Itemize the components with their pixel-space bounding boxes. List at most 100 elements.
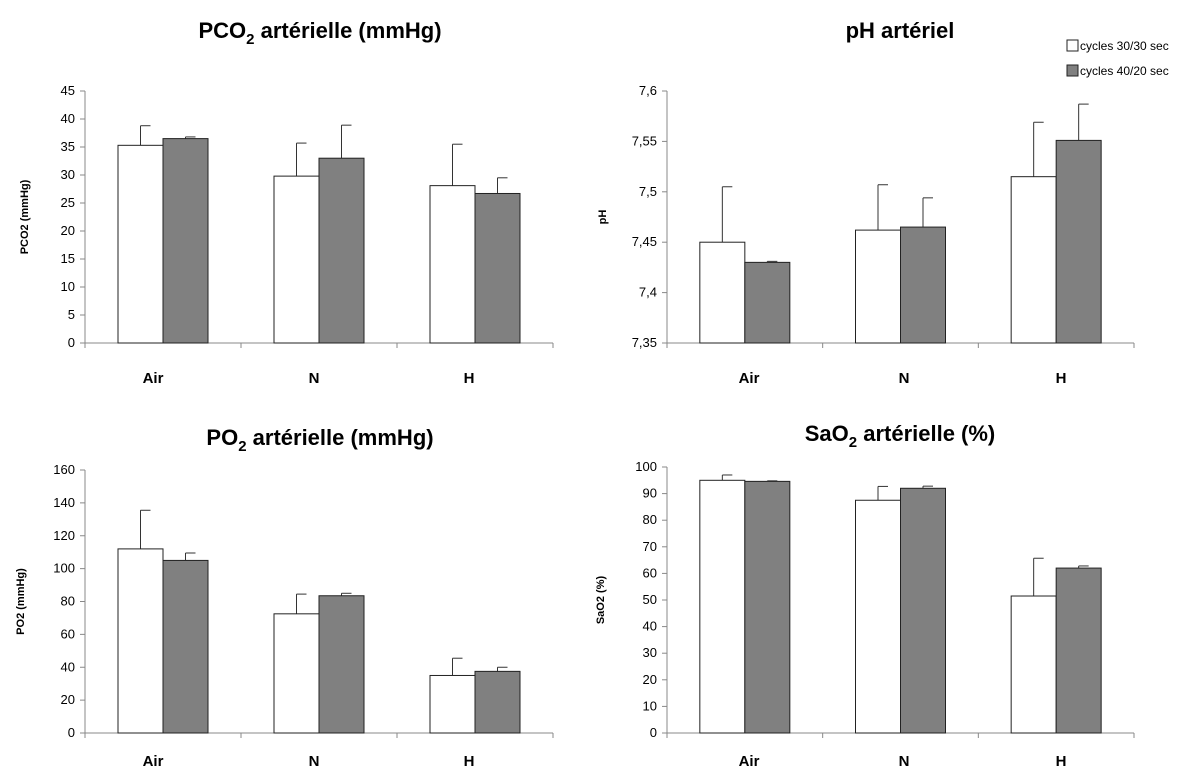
y-tick-label: 60 [61, 626, 75, 641]
chart-panel-2: pH artériel pH 7,35 7,4 7,45 7,5 7,55 7,6 Air N H [597, 18, 1135, 387]
y-tick-label: 0 [68, 335, 75, 350]
chart-panel-4: SaO2 artérielle (%) SaO2 (%) 0 10 20 30 40 50 60… [595, 421, 1135, 770]
y-tick-label: 7,5 [639, 184, 657, 199]
y-tick-label: 0 [68, 725, 75, 740]
y-axis-label: PCO2 (mmHg) [19, 179, 31, 254]
legend-swatch-cycles-30-30 [1066, 39, 1079, 52]
x-category-label: Air [143, 753, 164, 770]
y-tick-label: 20 [61, 223, 75, 238]
bar-cycles-40-20-h [1055, 139, 1102, 344]
x-category-label: H [464, 370, 475, 387]
legend-label-cycles-30-30: cycles 30/30 sec [1080, 39, 1169, 53]
y-tick-label: 30 [61, 167, 75, 182]
bar-cycles-30-30-air [117, 144, 164, 344]
y-tick-label: 40 [61, 111, 75, 126]
chart-title: SaO2 artérielle (%) [805, 421, 996, 451]
y-tick-label: 30 [643, 645, 657, 660]
y-tick-label: 140 [53, 495, 75, 510]
y-tick-label: 90 [643, 486, 657, 501]
bar-cycles-30-30-air [117, 548, 164, 734]
x-category-label: N [309, 753, 320, 770]
x-category-label: H [1056, 753, 1067, 770]
chart-title-rest: artérielle (%) [857, 421, 995, 446]
bar-cycles-30-30-air [699, 241, 746, 344]
chart-title-subscript: 2 [238, 438, 246, 455]
chart-title-subscript: 2 [849, 434, 857, 451]
x-category-label: N [309, 370, 320, 387]
bar-cycles-40-20-n [318, 157, 365, 344]
chart-panel-3: PO2 artérielle (mmHg) PO2 (mmHg) 0 20 40 60 80… [15, 425, 554, 770]
bar-cycles-40-20-air [162, 559, 209, 734]
x-category-label: N [899, 753, 910, 770]
chart-title-main: PO [206, 425, 238, 450]
bar-cycles-40-20-h [1055, 567, 1102, 734]
chart-title: pH artériel [846, 18, 955, 43]
bar-cycles-40-20-n [318, 595, 365, 734]
bar-cycles-30-30-h [1010, 176, 1057, 344]
y-tick-label: 60 [643, 565, 657, 580]
bar-cycles-30-30-n [855, 229, 901, 344]
bar-cycles-40-20-air [744, 480, 791, 734]
chart-title-subscript: 2 [246, 31, 254, 48]
y-tick-label: 100 [635, 459, 657, 474]
x-category-label: Air [739, 370, 760, 387]
legend: cycles 30/30 sec cycles 40/20 sec [1066, 39, 1169, 78]
bar-cycles-40-20-n [900, 487, 946, 734]
y-tick-label: 7,4 [639, 285, 657, 300]
y-axis-label: PO2 (mmHg) [15, 568, 27, 635]
y-tick-label: 5 [68, 307, 75, 322]
y-tick-label: 20 [61, 692, 75, 707]
x-category-label: H [1056, 370, 1067, 387]
y-tick-label: 35 [61, 139, 75, 154]
bar-cycles-30-30-n [855, 499, 901, 734]
bar-cycles-30-30-air [699, 479, 746, 734]
chart-title: PO2 artérielle (mmHg) [206, 425, 433, 455]
bar-cycles-40-20-air [162, 138, 209, 344]
y-tick-label: 80 [61, 594, 75, 609]
y-tick-label: 25 [61, 195, 75, 210]
y-tick-label: 160 [53, 462, 75, 477]
y-tick-label: 0 [650, 725, 657, 740]
bar-cycles-40-20-h [474, 192, 521, 344]
y-tick-label: 15 [61, 251, 75, 266]
legend-swatch-cycles-40-20 [1066, 64, 1079, 77]
legend-label-cycles-40-20: cycles 40/20 sec [1080, 64, 1169, 78]
y-tick-label: 7,6 [639, 83, 657, 98]
y-tick-label: 7,55 [632, 133, 657, 148]
y-axis-label: SaO2 (%) [595, 576, 607, 625]
chart-title-rest: artérielle (mmHg) [254, 18, 441, 43]
bar-cycles-40-20-h [474, 670, 521, 734]
y-tick-label: 50 [643, 592, 657, 607]
x-category-label: H [464, 753, 475, 770]
y-tick-label: 20 [643, 672, 657, 687]
y-tick-label: 40 [643, 619, 657, 634]
chart-title-main: PCO [198, 18, 246, 43]
y-tick-label: 80 [643, 512, 657, 527]
chart-title-rest: artérielle (mmHg) [247, 425, 434, 450]
x-category-label: Air [143, 370, 164, 387]
x-category-label: Air [739, 753, 760, 770]
y-tick-label: 10 [61, 279, 75, 294]
y-tick-label: 7,35 [632, 335, 657, 350]
chart-title-main: SaO [805, 421, 849, 446]
y-tick-label: 120 [53, 528, 75, 543]
x-category-label: N [899, 370, 910, 387]
y-tick-label: 45 [61, 83, 75, 98]
chart-title-main: pH artériel [846, 18, 955, 43]
bar-cycles-30-30-n [273, 613, 320, 734]
y-tick-label: 7,45 [632, 234, 657, 249]
bar-cycles-30-30-h [429, 674, 476, 734]
y-axis-label: pH [597, 210, 609, 225]
y-tick-label: 70 [643, 539, 657, 554]
chart-title: PCO2 artérielle (mmHg) [198, 18, 441, 48]
bar-cycles-30-30-n [273, 175, 320, 344]
chart-panel-1: PCO2 artérielle (mmHg) PCO2 (mmHg) 0 5 10 15 2… [19, 18, 554, 387]
bar-cycles-40-20-air [744, 261, 791, 344]
bar-cycles-40-20-n [900, 226, 946, 344]
bar-cycles-30-30-h [429, 185, 476, 344]
y-tick-label: 100 [53, 561, 75, 576]
y-tick-label: 40 [61, 659, 75, 674]
y-tick-label: 10 [643, 698, 657, 713]
bar-cycles-30-30-h [1010, 595, 1057, 734]
